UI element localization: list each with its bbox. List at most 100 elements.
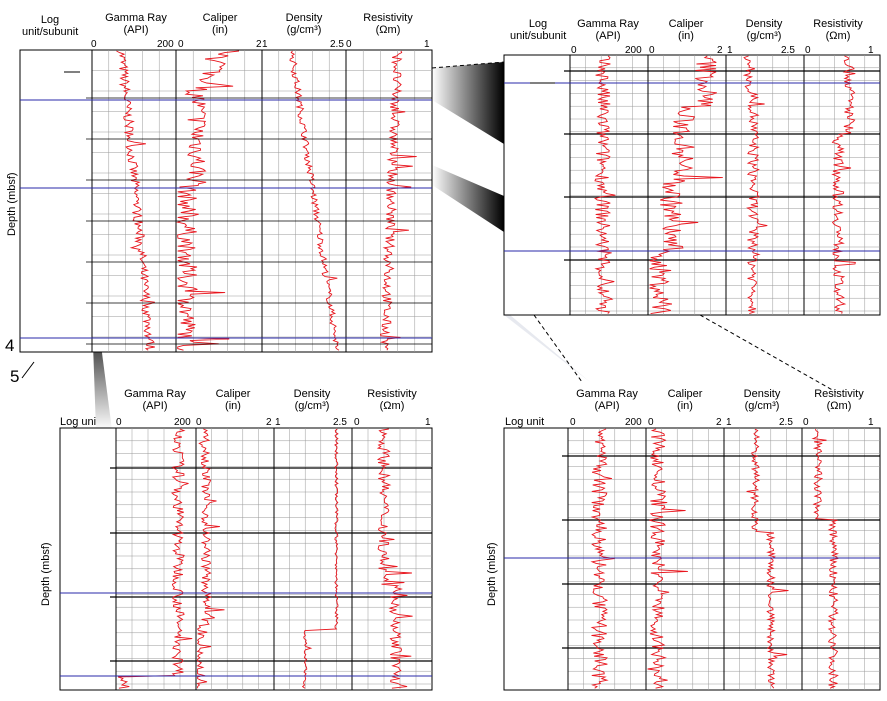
bl-curve-1 — [196, 428, 225, 689]
zoom-dash-left — [533, 314, 583, 383]
zoom-dash-right — [699, 314, 837, 393]
bl-caliper-unit: (in) — [225, 400, 241, 412]
bl-curve-3 — [376, 428, 413, 689]
bl-density-header: Density (g/cm³) — [272, 388, 352, 412]
tr-res-unit: (Ωm) — [825, 30, 851, 42]
bl-caliper-max: 2 — [266, 417, 272, 428]
tr-gamma-title: Gamma Ray — [577, 18, 639, 30]
br-res-min: 0 — [803, 417, 809, 428]
bl-res-unit: (Ωm) — [379, 400, 405, 412]
br-curve-1 — [647, 428, 688, 689]
main-unit-5: 5 — [10, 367, 20, 386]
bl-density-min: 1 — [275, 417, 281, 428]
bl-curve-2 — [301, 428, 339, 689]
tr-curve-1 — [649, 55, 723, 315]
br-res-unit: (Ωm) — [826, 400, 852, 412]
tr-res-header: Resistivity (Ωm) — [803, 18, 873, 42]
tr-curve-0 — [594, 55, 616, 314]
main-gamma-header: Gamma Ray (API) — [96, 12, 176, 36]
bl-gamma-title: Gamma Ray — [124, 388, 186, 400]
main-gamma-max: 200 — [157, 39, 174, 50]
main-curve-3 — [379, 50, 417, 351]
tr-caliper-max: 2 — [717, 45, 723, 56]
br-caliper-max: 2 — [716, 417, 722, 428]
bl-gamma-min: 0 — [116, 417, 122, 428]
bl-density-max: 2.5 — [333, 417, 347, 428]
tr-caliper-unit: (in) — [678, 30, 694, 42]
tr-res-max: 1 — [868, 45, 874, 56]
bl-gamma-unit: (API) — [142, 400, 168, 412]
main-gamma-title: Gamma Ray — [105, 12, 167, 24]
tr-gamma-unit: (API) — [595, 30, 621, 42]
tr-caliper-min: 0 — [649, 45, 655, 56]
bl-res-title: Resistivity — [367, 388, 417, 400]
main-res-title: Resistivity — [363, 12, 413, 24]
br-caliper-min: 0 — [648, 417, 654, 428]
br-caliper-unit: (in) — [677, 400, 693, 412]
tr-log-unit-header: Log unit/subunit — [510, 18, 566, 42]
bl-caliper-min: 0 — [196, 417, 202, 428]
main-caliper-header: Caliper (in) — [178, 12, 262, 36]
zoom-wedge-subunit-a — [432, 62, 504, 144]
main-gamma-unit: (API) — [123, 24, 149, 36]
br-frame — [503, 427, 881, 691]
br-gamma-header: Gamma Ray (API) — [568, 388, 646, 412]
main-curve-2 — [289, 50, 340, 351]
zoom-wedge-unit2 — [504, 315, 590, 382]
main-caliper-title: Caliper — [202, 12, 238, 24]
bl-curve-0 — [117, 428, 193, 689]
bl-frame — [59, 427, 433, 691]
main-caliper-min: 0 — [178, 39, 184, 50]
main-res-max: 1 — [424, 39, 430, 50]
tr-gamma-max: 200 — [625, 45, 642, 56]
tr-density-min: 1 — [727, 45, 733, 56]
main-density-max: 2.5 — [330, 39, 344, 50]
main-unit5-leader — [21, 361, 35, 379]
main-res-header: Resistivity (Ωm) — [346, 12, 430, 36]
bl-res-max: 1 — [425, 417, 431, 428]
bl-gamma-header: Gamma Ray (API) — [116, 388, 194, 412]
zoom-wedge-subunit-b — [432, 165, 504, 232]
bl-caliper-title: Caliper — [215, 388, 251, 400]
main-log-unit-label-a: Log — [40, 14, 60, 26]
br-gamma-title: Gamma Ray — [576, 388, 638, 400]
tr-gamma-header: Gamma Ray (API) — [570, 18, 646, 42]
main-frame — [19, 49, 433, 353]
main-unit-4: 4 — [5, 336, 15, 355]
br-caliper-header: Caliper (in) — [646, 388, 724, 412]
bl-density-title: Density — [293, 388, 331, 400]
tr-res-title: Resistivity — [813, 18, 863, 30]
main-density-min: 1 — [262, 39, 268, 50]
main-gamma-min: 0 — [91, 39, 97, 50]
tr-density-header: Density (g/cm³) — [726, 18, 802, 42]
br-res-header: Resistivity (Ωm) — [800, 388, 878, 412]
tr-density-max: 2.5 — [781, 45, 795, 56]
zoom-dash-top — [431, 61, 505, 69]
br-density-max: 2.5 — [779, 417, 793, 428]
main-curve-0 — [116, 50, 155, 351]
bl-gamma-max: 200 — [174, 417, 191, 428]
br-gamma-unit: (API) — [594, 400, 620, 412]
br-density-header: Density (g/cm³) — [723, 388, 801, 412]
main-curve-1 — [176, 50, 240, 351]
tr-res-min: 0 — [805, 45, 811, 56]
main-caliper-unit: (in) — [212, 24, 228, 36]
bl-log-unit-header: Log unit — [60, 416, 100, 428]
main-density-header: Density (g/cm³) — [262, 12, 346, 36]
main-density-title: Density — [285, 12, 323, 24]
br-res-max: 1 — [868, 417, 874, 428]
br-density-min: 1 — [726, 417, 732, 428]
br-gamma-max: 200 — [625, 417, 642, 428]
br-density-title: Density — [743, 388, 781, 400]
br-curve-0 — [590, 428, 615, 689]
br-res-title: Resistivity — [814, 388, 864, 400]
tr-log-unit-label-a: Log — [528, 18, 548, 30]
tr-frame — [503, 54, 881, 316]
br-density-unit: (g/cm³) — [744, 400, 780, 412]
br-curve-2 — [746, 428, 789, 689]
main-res-unit: (Ωm) — [375, 24, 401, 36]
main-density-unit: (g/cm³) — [286, 24, 322, 36]
bl-caliper-header: Caliper (in) — [194, 388, 272, 412]
br-log-unit-header: Log unit — [505, 416, 545, 428]
